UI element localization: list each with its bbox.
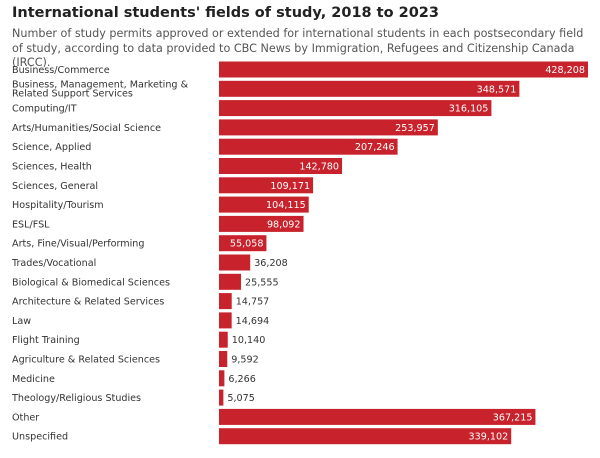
category-label: Sciences, Health bbox=[12, 162, 92, 173]
bar bbox=[219, 80, 520, 97]
bar bbox=[219, 235, 267, 252]
category-label: Medicine bbox=[12, 374, 55, 385]
data-label: 316,105 bbox=[449, 104, 489, 115]
data-label: 9,592 bbox=[231, 355, 258, 366]
category-label: ESL/FSL bbox=[12, 219, 50, 230]
data-label: 14,694 bbox=[236, 316, 270, 327]
chart-title: International students' fields of study,… bbox=[12, 5, 439, 21]
bar bbox=[219, 312, 232, 329]
category-label: Computing/IT bbox=[12, 104, 77, 115]
bar bbox=[219, 389, 224, 406]
bar bbox=[219, 351, 228, 367]
data-label: 428,208 bbox=[545, 65, 585, 76]
bar bbox=[219, 158, 343, 174]
bar bbox=[219, 293, 232, 310]
category-label: Law bbox=[12, 316, 31, 327]
category-label: Science, Applied bbox=[12, 142, 91, 153]
bar bbox=[219, 428, 512, 445]
bar bbox=[219, 138, 398, 155]
data-label: 25,555 bbox=[245, 277, 279, 288]
category-label: Arts/Humanities/Social Science bbox=[12, 123, 161, 134]
bar bbox=[219, 273, 242, 290]
bar bbox=[219, 177, 314, 194]
bar bbox=[219, 196, 309, 213]
category-label: Hospitality/Tourism bbox=[12, 200, 104, 211]
category-label: Unspecified bbox=[12, 432, 68, 443]
bar bbox=[219, 215, 304, 232]
data-label: 36,208 bbox=[254, 258, 288, 269]
category-label: Agriculture & Related Sciences bbox=[12, 355, 160, 366]
bar bbox=[219, 254, 251, 271]
bar bbox=[219, 119, 438, 136]
data-label: 348,571 bbox=[477, 84, 517, 95]
category-label: Sciences, General bbox=[12, 181, 98, 192]
data-label: 207,246 bbox=[355, 142, 395, 153]
bar bbox=[219, 331, 228, 348]
data-label: 253,957 bbox=[395, 123, 435, 134]
data-label: 109,171 bbox=[270, 181, 310, 192]
data-label: 14,757 bbox=[236, 297, 270, 308]
data-label: 98,092 bbox=[267, 219, 301, 230]
data-label: 10,140 bbox=[232, 335, 266, 346]
category-label: Architecture & Related Services bbox=[12, 297, 164, 308]
data-label: 6,266 bbox=[228, 374, 255, 385]
data-label: 367,215 bbox=[493, 412, 533, 423]
category-label: Other bbox=[12, 412, 39, 423]
data-label: 5,075 bbox=[227, 393, 254, 404]
bar bbox=[219, 100, 492, 117]
category-label: Trades/Vocational bbox=[11, 258, 96, 269]
chart-subtitle: Number of study permits approved or exte… bbox=[12, 27, 584, 69]
bar bbox=[219, 408, 536, 425]
category-label: Business, Management, Marketing & Related… bbox=[12, 79, 189, 99]
category-label: Theology/Religious Studies bbox=[11, 393, 141, 404]
category-label: Arts, Fine/Visual/Performing bbox=[12, 239, 144, 250]
data-label: 55,058 bbox=[230, 239, 264, 250]
category-label: Business/Commerce bbox=[12, 65, 110, 76]
data-label: 339,102 bbox=[469, 432, 509, 443]
bar bbox=[219, 370, 225, 387]
category-label: Flight Training bbox=[12, 335, 80, 346]
data-label: 142,780 bbox=[299, 162, 339, 173]
data-label: 104,115 bbox=[266, 200, 306, 211]
bar bbox=[219, 61, 588, 78]
category-label: Biological & Biomedical Sciences bbox=[12, 277, 170, 288]
